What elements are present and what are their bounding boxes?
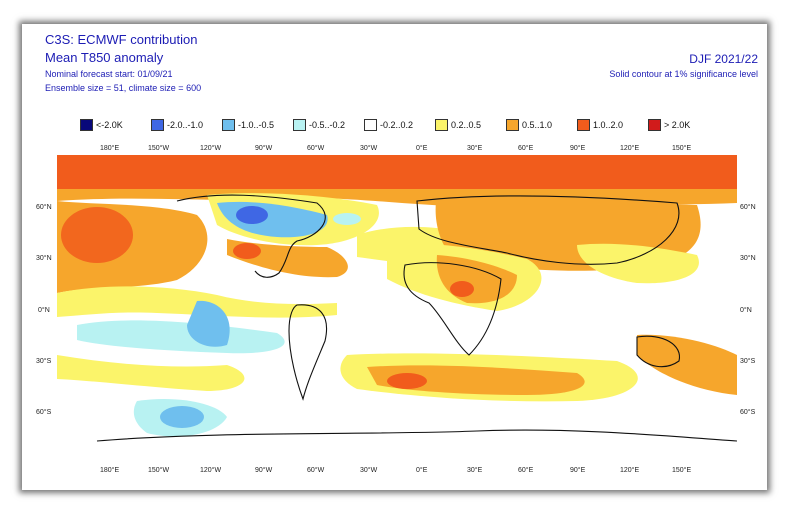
ensemble-info: Ensemble size = 51, climate size = 600 — [45, 83, 202, 93]
legend-item: -1.0..-0.5 — [222, 117, 274, 133]
legend-label: 0.2..0.5 — [451, 120, 482, 130]
legend-label: -2.0..-1.0 — [167, 120, 204, 130]
lon-label: 30°E — [467, 467, 483, 474]
coast-africa — [403, 262, 502, 356]
lon-label: 150°E — [672, 467, 692, 474]
legend-label: <-2.0K — [96, 120, 123, 130]
legend-label: -1.0..-0.5 — [238, 120, 275, 130]
lon-label: 90°E — [570, 467, 586, 474]
lon-label: 120°E — [620, 467, 640, 474]
season-label: DJF 2021/22 — [689, 52, 758, 66]
south-atlantic-hot — [387, 373, 427, 389]
legend-swatch — [648, 119, 661, 131]
lon-label: 150°W — [148, 145, 170, 152]
lat-label: 30°S — [740, 358, 756, 365]
legend-label: 1.0..2.0 — [593, 120, 624, 130]
arctic-warm-band — [57, 155, 737, 189]
lon-label: 180°E — [100, 145, 120, 152]
forecast-start: Nominal forecast start: 01/09/21 — [45, 69, 173, 79]
lon-label: 30°E — [467, 145, 483, 152]
lat-label: 60°N — [36, 204, 52, 211]
legend-item: -2.0..-1.0 — [151, 117, 203, 133]
coast-eurasia — [416, 195, 680, 265]
legend-swatch — [364, 119, 377, 131]
lon-label: 30°W — [360, 145, 378, 152]
lon-label: 60°W — [307, 145, 325, 152]
lon-label: 120°E — [620, 145, 640, 152]
legend-swatch — [80, 119, 93, 131]
east-pacific-cold — [187, 300, 230, 347]
significance-note: Solid contour at 1% significance level — [609, 69, 758, 79]
lon-label: 0°E — [416, 145, 428, 152]
legend-swatch — [435, 119, 448, 131]
legend-label: -0.2..0.2 — [380, 120, 414, 130]
southern-pacific-cold — [160, 406, 204, 428]
canada-very-cold — [236, 206, 268, 224]
legend-item: 1.0..2.0 — [577, 117, 623, 133]
lon-label: 0°E — [416, 467, 428, 474]
lon-label: 60°E — [518, 145, 534, 152]
legend-item: 0.2..0.5 — [435, 117, 481, 133]
lat-label: 60°N — [740, 204, 756, 211]
legend-label: -0.5..-0.2 — [309, 120, 346, 130]
lat-label: 30°N — [36, 255, 52, 262]
lon-label: 60°W — [307, 467, 325, 474]
coast-antarctica — [96, 429, 737, 442]
lon-label: 120°W — [200, 145, 222, 152]
legend-item: -0.2..0.2 — [364, 117, 413, 133]
coast-south-america — [288, 304, 327, 401]
anomaly-map — [57, 155, 737, 462]
lon-label: 90°W — [255, 467, 273, 474]
lon-label: 30°W — [360, 467, 378, 474]
lon-label: 150°E — [672, 145, 692, 152]
east-pacific-cool — [77, 320, 285, 354]
legend-swatch — [222, 119, 235, 131]
coast-north-america — [176, 194, 326, 278]
east-asia-band — [577, 243, 699, 284]
map-title: Mean T850 anomaly — [45, 50, 164, 65]
central-africa-hot — [450, 281, 474, 297]
tasman-warm — [637, 334, 737, 395]
lat-label: 0°N — [38, 307, 50, 314]
legend-label: > 2.0K — [664, 120, 691, 130]
legend-item: -0.5..-0.2 — [293, 117, 345, 133]
south-pacific-band — [57, 355, 245, 391]
lat-label: 30°N — [740, 255, 756, 262]
lon-label: 90°W — [255, 145, 273, 152]
north-pacific-hot — [61, 207, 133, 263]
legend-item: 0.5..1.0 — [506, 117, 552, 133]
legend-label: 0.5..1.0 — [522, 120, 553, 130]
legend-item: <-2.0K — [80, 117, 123, 133]
lat-label: 60°S — [36, 409, 52, 416]
lat-label: 0°N — [740, 307, 752, 314]
legend-swatch — [293, 119, 306, 131]
mexico-hot — [233, 243, 261, 259]
lon-label: 90°E — [570, 145, 586, 152]
org-title: C3S: ECMWF contribution — [45, 32, 198, 47]
legend-swatch — [577, 119, 590, 131]
south-atlantic-warm — [367, 365, 585, 395]
lon-label: 120°W — [200, 467, 222, 474]
legend-swatch — [151, 119, 164, 131]
lat-label: 60°S — [740, 409, 756, 416]
coastlines — [96, 194, 737, 442]
coast-australia — [636, 335, 681, 368]
labrador-cool — [333, 213, 361, 225]
lon-label: 150°W — [148, 467, 170, 474]
legend-swatch — [506, 119, 519, 131]
lat-label: 30°S — [36, 358, 52, 365]
legend-item: > 2.0K — [648, 117, 690, 133]
lon-label: 180°E — [100, 467, 120, 474]
lon-label: 60°E — [518, 467, 534, 474]
